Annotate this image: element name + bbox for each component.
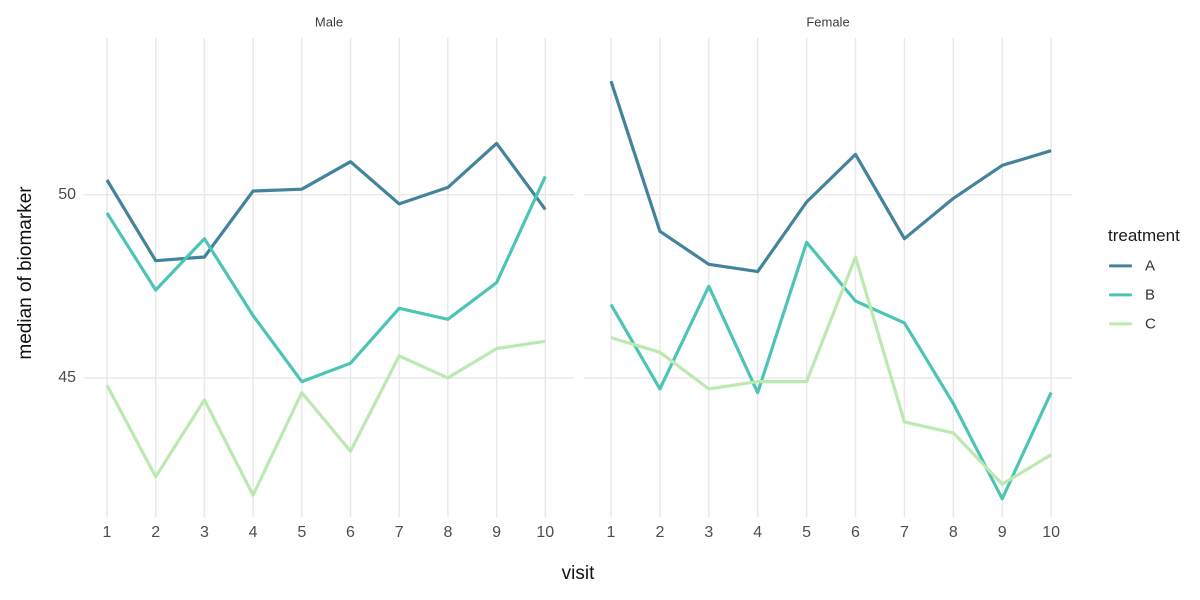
series-line-c-female [610, 255, 1052, 486]
series-line-b-male [105, 175, 547, 384]
x-tick-label-female-3: 3 [704, 524, 714, 541]
x-tick-label-male-8: 8 [443, 524, 453, 541]
legend-item-label: B [1145, 286, 1156, 304]
x-tick-label-male-4: 4 [248, 524, 258, 541]
x-tick-label-female-2: 2 [655, 524, 665, 541]
x-tick-label-female-1: 1 [606, 524, 616, 541]
x-tick-label-female-4: 4 [753, 524, 763, 541]
legend-key-line-b [1109, 293, 1132, 297]
x-tick-label-female-9: 9 [997, 524, 1007, 541]
x-tick-label-male-6: 6 [346, 524, 355, 541]
x-tick-label-female-10: 10 [1042, 524, 1060, 541]
legend-item-c: C [1109, 314, 1179, 334]
series-line-c-male [105, 339, 546, 497]
x-tick-label-male-10: 10 [536, 524, 555, 541]
y-tick-label-50: 50 [58, 185, 76, 203]
y-tick-label-45: 45 [58, 368, 76, 386]
x-tick-label-male-7: 7 [394, 524, 404, 541]
x-tick-label-male-1: 1 [102, 524, 112, 541]
series-line-a-female [609, 80, 1052, 274]
legend-title: treatment [1108, 226, 1180, 245]
facet-strip-label-female: Female [806, 14, 850, 30]
legend-item-label: C [1145, 315, 1156, 333]
x-tick-label-female-5: 5 [802, 524, 812, 541]
legend-item-b: B [1109, 285, 1179, 305]
x-tick-label-male-2: 2 [151, 524, 161, 541]
legend-key-line-a [1109, 264, 1132, 268]
legend-key-line-c [1109, 322, 1132, 326]
x-tick-label-female-6: 6 [851, 524, 860, 541]
x-axis-title: visit [561, 563, 595, 584]
series-line-b-female [609, 240, 1053, 501]
facet-strip-label-male: Male [314, 14, 344, 30]
y-axis-title: median of biomarker [15, 186, 36, 360]
x-tick-label-male-5: 5 [297, 524, 307, 541]
legend-item-label: A [1145, 257, 1156, 275]
series-line-a-male [105, 141, 547, 263]
x-tick-label-male-3: 3 [199, 524, 209, 541]
x-tick-label-female-7: 7 [899, 524, 909, 541]
x-tick-label-male-9: 9 [492, 524, 502, 541]
legend-item-a: A [1109, 256, 1179, 276]
x-tick-label-female-8: 8 [948, 524, 958, 541]
